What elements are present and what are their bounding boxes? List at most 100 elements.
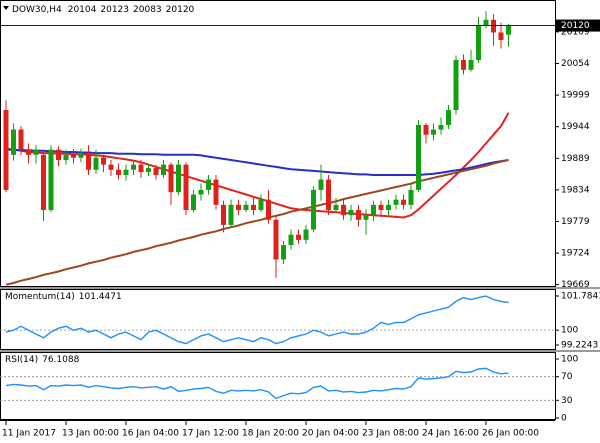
indicator-line — [5, 295, 509, 345]
candle-body — [243, 204, 249, 211]
menu-triangle[interactable] — [3, 6, 9, 10]
candle-body — [333, 204, 339, 211]
candle-body — [228, 204, 234, 225]
indicator-line — [6, 148, 509, 176]
candle-body — [3, 110, 9, 190]
x-tick-label: 24 Jan 16:00 — [422, 429, 479, 439]
rsi-title: RSI(14) — [5, 355, 38, 365]
momentum-title: Momentum(14) — [5, 292, 75, 302]
panes — [0, 0, 600, 421]
candle-body — [446, 110, 451, 125]
candle-body — [296, 234, 301, 240]
candle-body — [108, 164, 114, 170]
price-tag-label: 20120 — [561, 21, 590, 31]
x-tick-label: 13 Jan 00:00 — [62, 429, 119, 439]
candle-body — [101, 157, 106, 165]
candle-body — [63, 154, 69, 161]
candle-body — [288, 234, 294, 246]
candle-body — [341, 204, 346, 216]
candle-body — [393, 199, 399, 205]
price-tag — [556, 19, 600, 32]
candle-body — [86, 153, 91, 170]
candle-body — [251, 204, 256, 211]
x-tick-label: 11 Jan 2017 — [2, 429, 56, 439]
candle-body — [71, 154, 76, 158]
candle-body — [461, 60, 466, 70]
candle-body — [146, 168, 151, 173]
candle-body — [326, 179, 331, 211]
y-tick-label: 70 — [561, 372, 573, 382]
candle-body — [138, 164, 144, 173]
indicator-line — [5, 159, 509, 286]
momentum-current: 101.4471 — [79, 292, 122, 302]
candle-body — [56, 149, 61, 161]
y-tick-label: 20109 — [561, 27, 590, 37]
candle-body — [356, 210, 361, 220]
candle-body — [183, 164, 189, 211]
y-tick-label: 19889 — [561, 154, 590, 164]
candle-body — [266, 199, 271, 220]
candle-body — [498, 32, 504, 40]
chart-header: DOW30,H4 20104 20123 20083 20120 — [12, 5, 195, 15]
candle-body — [153, 168, 159, 175]
candle-body — [318, 179, 324, 190]
y-tick-label: 19944 — [561, 122, 590, 132]
candle-body — [363, 215, 369, 220]
candle-body — [468, 60, 474, 70]
y-tick-label: 100 — [561, 355, 578, 365]
candle-body — [438, 124, 444, 130]
indicator-line — [5, 367, 509, 400]
candle-body — [198, 189, 204, 195]
pane-frame — [0, 0, 556, 287]
candle-body — [371, 204, 376, 216]
header-high: 20123 — [100, 5, 129, 15]
candle-body — [476, 24, 481, 61]
candle-body — [348, 210, 354, 216]
header-low: 20083 — [133, 5, 162, 15]
candle-body — [116, 169, 121, 175]
candle-body — [506, 25, 511, 35]
candle-body — [311, 189, 316, 230]
marks — [0, 11, 555, 401]
candle-body — [33, 149, 39, 155]
candle-body — [176, 164, 181, 193]
candle-body — [41, 154, 46, 211]
x-tick-label: 23 Jan 08:00 — [362, 429, 419, 439]
candle-body — [273, 219, 279, 260]
candle-body — [26, 149, 31, 155]
y-tick-label: 19999 — [561, 91, 590, 101]
pane-separator — [0, 287, 600, 289]
candle-body — [161, 164, 166, 175]
candle-body — [378, 204, 384, 211]
candle-body — [303, 229, 309, 240]
candle-body — [431, 129, 436, 135]
candle-body — [483, 19, 489, 25]
x-tick-label: 26 Jan 00:00 — [482, 429, 539, 439]
y-tick-label: 30 — [561, 396, 573, 406]
y-tick-label: 19834 — [561, 185, 590, 195]
candle-body — [18, 129, 24, 150]
momentum-header: Momentum(14) 101.4471 — [5, 292, 122, 302]
candle-body — [236, 204, 241, 211]
candle-body — [453, 60, 459, 111]
candle-body — [48, 149, 54, 211]
candle-body — [401, 199, 406, 205]
candle-body — [123, 169, 129, 175]
pane-separator — [0, 350, 600, 352]
candle-body — [491, 19, 496, 33]
x-tick-label: 20 Jan 04:00 — [302, 429, 359, 439]
candle-body — [191, 194, 196, 211]
candle-body — [258, 199, 264, 211]
x-tick-label: 18 Jan 20:00 — [242, 429, 299, 439]
candle-body — [408, 189, 414, 205]
candle-body — [168, 164, 174, 193]
candle-body — [78, 153, 84, 158]
header-close: 20120 — [166, 5, 195, 15]
candle-body — [206, 179, 211, 190]
candle-body — [386, 204, 391, 211]
y-tick-label: 100 — [561, 326, 578, 336]
rsi-header: RSI(14) 76.1088 — [5, 355, 80, 365]
y-tick-label: 19669 — [561, 280, 590, 290]
